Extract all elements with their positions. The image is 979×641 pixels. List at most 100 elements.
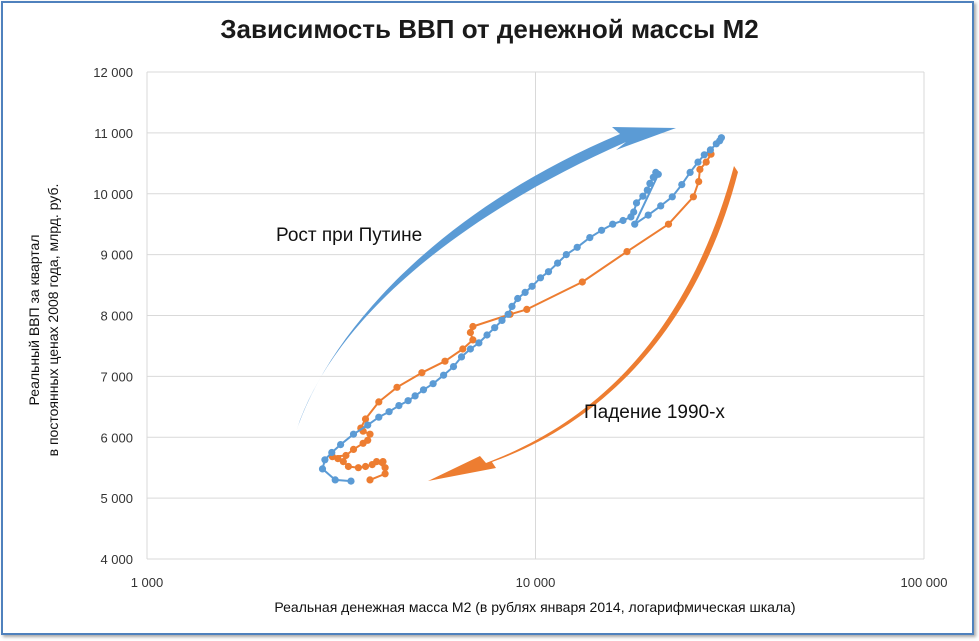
y-axis-label-line1: Реальный ВВП за квартал: [26, 235, 42, 406]
data-point: [466, 345, 474, 353]
data-point: [668, 193, 676, 201]
y-tick-label: 12 000: [93, 65, 133, 80]
data-point: [349, 445, 358, 453]
data-point: [578, 278, 586, 286]
data-point: [654, 170, 662, 178]
data-point: [536, 274, 545, 282]
decline-annotation: Падение 1990-х: [584, 402, 725, 423]
data-point: [440, 371, 448, 379]
x-axis-label: Реальная денежная масса М2 (в рублях янв…: [274, 599, 795, 615]
data-point: [702, 158, 710, 166]
data-point: [385, 408, 393, 416]
data-point: [381, 464, 389, 472]
x-tick-label: 100 000: [901, 575, 948, 590]
series-line-0: [331, 153, 712, 481]
growth-arrow: [296, 127, 676, 432]
data-point: [411, 392, 419, 400]
x-tick-label: 10 000: [516, 575, 556, 590]
data-point: [706, 146, 715, 154]
data-point: [639, 192, 647, 200]
y-tick-label: 8 000: [100, 309, 133, 324]
data-point: [504, 310, 512, 318]
series: [318, 134, 726, 485]
data-point: [393, 383, 401, 391]
y-tick-label: 5 000: [100, 491, 133, 506]
data-point: [544, 268, 553, 276]
data-point: [646, 179, 654, 187]
data-point: [623, 248, 631, 256]
y-tick-label: 9 000: [100, 248, 133, 263]
data-point: [328, 448, 336, 457]
data-point: [404, 397, 412, 405]
data-point: [379, 458, 387, 466]
data-point: [361, 462, 370, 471]
x-tick-label: 1 000: [131, 575, 164, 590]
data-point: [339, 458, 347, 466]
data-point: [700, 151, 708, 159]
series-line-1: [321, 137, 723, 483]
data-point: [375, 413, 383, 421]
y-tick-label: 11 000: [94, 126, 133, 141]
data-point: [523, 305, 531, 313]
data-point: [664, 220, 673, 228]
data-point: [498, 316, 506, 324]
data-point: [459, 345, 467, 353]
data-point: [514, 294, 522, 303]
chart-title: Зависимость ВВП от денежной массы М2: [220, 14, 759, 44]
growth-annotation: Рост при Путине: [276, 225, 422, 246]
data-point: [419, 386, 428, 394]
data-point: [337, 441, 345, 449]
y-axis-label-line2: в постоянных ценах 2008 года, млрд. руб.: [45, 184, 61, 457]
data-point: [528, 282, 536, 290]
y-tick-label: 4 000: [100, 552, 133, 567]
data-point: [686, 168, 694, 176]
data-point: [457, 353, 466, 361]
data-point: [466, 328, 474, 337]
data-point: [321, 456, 329, 464]
data-point: [657, 202, 665, 210]
data-point: [508, 302, 516, 310]
data-point: [354, 464, 362, 472]
data-point: [554, 259, 562, 267]
data-point: [475, 339, 483, 347]
data-point: [643, 186, 651, 194]
data-point: [694, 158, 702, 166]
data-point: [395, 402, 403, 410]
data-point: [469, 322, 477, 331]
data-point: [441, 357, 449, 365]
data-point: [361, 415, 370, 423]
data-point: [695, 178, 703, 186]
data-point: [364, 436, 372, 444]
y-tick-label: 10 000: [93, 187, 133, 202]
data-point: [318, 465, 327, 473]
data-point: [632, 199, 641, 207]
y-tick-label: 6 000: [100, 430, 133, 445]
data-point: [429, 380, 437, 388]
data-point: [521, 288, 529, 296]
data-point: [644, 211, 652, 219]
data-point: [609, 220, 617, 228]
data-point: [347, 477, 355, 485]
data-point: [689, 193, 698, 201]
grid: [146, 71, 925, 560]
data-point: [562, 251, 570, 259]
data-point: [334, 455, 342, 463]
data-point: [375, 398, 383, 406]
data-point: [418, 369, 426, 377]
data-point: [366, 430, 374, 438]
data-point: [449, 363, 458, 371]
data-point: [630, 208, 638, 216]
data-point: [678, 181, 686, 189]
data-point: [366, 476, 374, 484]
data-point: [483, 331, 491, 339]
y-tick-label: 7 000: [100, 369, 133, 384]
data-point: [631, 220, 639, 228]
data-point: [598, 226, 606, 234]
data-point: [344, 462, 352, 471]
data-point: [491, 324, 499, 332]
ticks: 4 000 5 000 6 000 7 000 8 000 9 000 10 000 11 0…: [93, 65, 947, 590]
data-point: [368, 461, 376, 469]
data-point: [573, 243, 581, 251]
